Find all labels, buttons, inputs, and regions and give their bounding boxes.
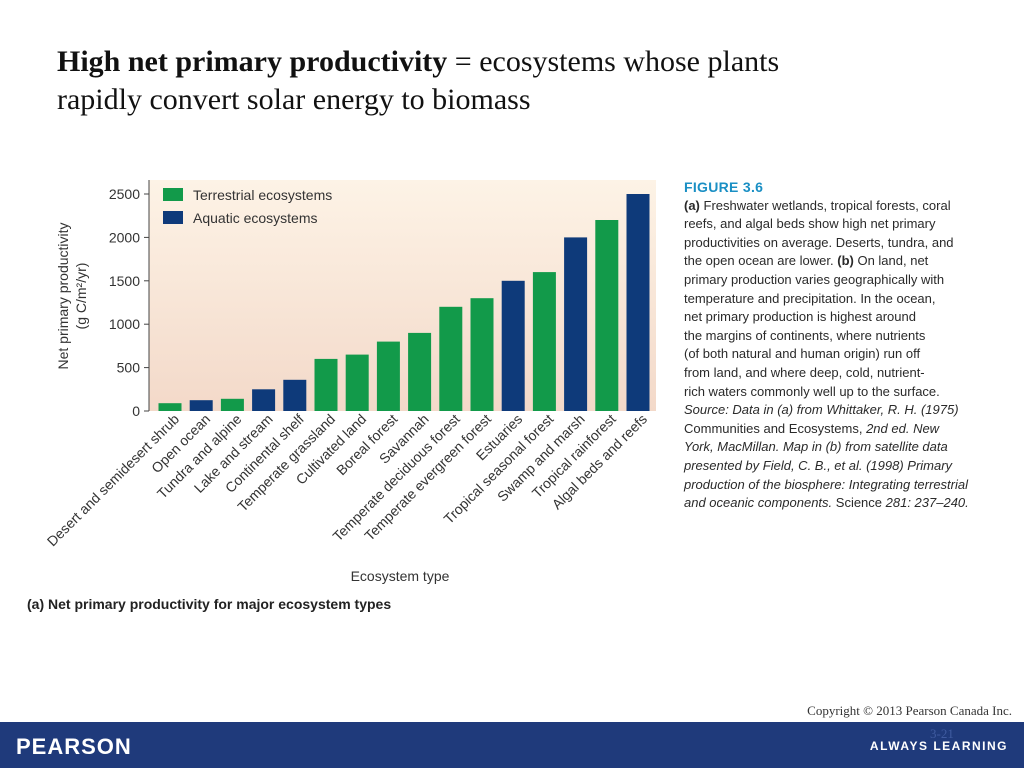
bar	[345, 354, 369, 411]
caption-line: reefs, and algal beds show high net prim…	[684, 215, 984, 234]
caption-segment: Science	[832, 495, 886, 511]
figure-caption-text: (a) Freshwater wetlands, tropical forest…	[684, 197, 984, 513]
caption-segment: On land, net	[853, 253, 929, 269]
panel-caption: (a) Net primary productivity for major e…	[27, 596, 392, 612]
bar	[595, 220, 619, 411]
y-tick-label: 1500	[109, 273, 140, 289]
caption-line: production of the biosphere: Integrating…	[684, 476, 984, 495]
bar	[564, 237, 588, 411]
caption-line: from land, and where deep, cold, nutrien…	[684, 364, 984, 383]
caption-segment: reefs, and algal beds show high net prim…	[684, 216, 936, 232]
y-tick-label: 2500	[109, 186, 140, 202]
copyright-notice: Copyright © 2013 Pearson Canada Inc.	[807, 703, 1012, 718]
caption-segment: primary production varies geographically…	[684, 271, 945, 287]
figure-caption: FIGURE 3.6 (a) Freshwater wetlands, trop…	[684, 178, 984, 513]
caption-segment: 2nd ed. New	[866, 420, 940, 436]
caption-segment: (of both natural and human origin) run o…	[684, 346, 921, 362]
footer-tagline: ALWAYS LEARNING	[869, 739, 1008, 753]
caption-segment: 281: 237–240.	[885, 495, 969, 511]
x-axis-label: Ecosystem type	[351, 568, 450, 584]
caption-segment: from land, and where deep, cold, nutrien…	[684, 364, 925, 380]
bar	[439, 306, 463, 411]
bar	[189, 400, 213, 411]
caption-segment: (a)	[684, 197, 700, 213]
caption-line: productivities on average. Deserts, tund…	[684, 234, 984, 253]
legend-label: Terrestrial ecosystems	[193, 187, 332, 203]
y-axis-label: Net primary productivity	[55, 222, 71, 369]
caption-line: presented by Field, C. B., et al. (1998)…	[684, 457, 984, 476]
y-tick-label: 0	[132, 403, 140, 419]
caption-segment: Source: Data in (a) from Whittaker, R. H…	[684, 402, 959, 418]
caption-segment: Communities and Ecosystems,	[684, 420, 867, 436]
bar	[408, 332, 432, 411]
caption-segment: productivities on average. Deserts, tund…	[684, 234, 954, 250]
pearson-logo: PEARSON	[16, 734, 132, 759]
caption-line: primary production varies geographically…	[684, 271, 984, 290]
title-line-2: rapidly convert solar energy to biomass	[57, 83, 531, 116]
caption-segment: the margins of continents, where nutrien…	[684, 327, 926, 343]
x-tick-label: Desert and semidesert shrub	[44, 411, 183, 550]
bar	[470, 298, 494, 411]
caption-segment: Freshwater wetlands, tropical forests, c…	[699, 197, 951, 213]
y-tick-label: 500	[117, 360, 141, 376]
bar-chart: 0 500 1000 1500 2000 2500 Desert and semidese…	[44, 180, 656, 584]
caption-line: (a) Freshwater wetlands, tropical forest…	[684, 197, 984, 216]
caption-line: rich waters commonly well up to the surf…	[684, 383, 984, 402]
caption-segment: rich waters commonly well up to the surf…	[684, 383, 940, 399]
caption-segment: the open ocean are lower.	[684, 253, 838, 269]
caption-line: Source: Data in (a) from Whittaker, R. H…	[684, 401, 984, 420]
legend-swatch	[163, 188, 183, 201]
caption-line: (of both natural and human origin) run o…	[684, 345, 984, 364]
caption-segment: production of the biosphere: Integrating…	[684, 476, 969, 492]
caption-line: the margins of continents, where nutrien…	[684, 327, 984, 346]
caption-line: the open ocean are lower. (b) On land, n…	[684, 252, 984, 271]
bar	[158, 403, 182, 411]
caption-line: Communities and Ecosystems, 2nd ed. New	[684, 420, 984, 439]
y-tick-label: 2000	[109, 229, 140, 245]
y-tick-label: 1000	[109, 316, 140, 332]
slide-title: High net primary productivity = ecosyste…	[57, 43, 957, 119]
legend-swatch	[163, 211, 183, 224]
legend-label: Aquatic ecosystems	[193, 210, 318, 226]
figure-number: FIGURE 3.6	[684, 179, 764, 195]
title-bold-term: High net primary productivity	[57, 45, 448, 78]
caption-line: temperature and precipitation. In the oc…	[684, 290, 984, 309]
caption-segment: York, MacMillan. Map in (b) from satelli…	[684, 439, 948, 455]
caption-segment: and oceanic components.	[684, 495, 833, 511]
footer-bar	[0, 722, 1024, 768]
caption-line: net primary production is highest around	[684, 308, 984, 327]
caption-segment: temperature and precipitation. In the oc…	[684, 290, 936, 306]
bar	[376, 341, 400, 411]
bar	[220, 398, 244, 411]
bar	[252, 389, 276, 411]
caption-line: York, MacMillan. Map in (b) from satelli…	[684, 438, 984, 457]
bar	[314, 358, 338, 411]
page-number: 3-21	[930, 726, 954, 741]
bar	[626, 194, 650, 411]
y-axis-unit: (g C/m²/yr)	[73, 263, 89, 330]
bar	[532, 272, 556, 411]
caption-segment: (b)	[837, 253, 854, 269]
title-definition: = ecosystems whose plants	[447, 45, 780, 78]
bar	[283, 379, 307, 411]
figure-panel: 0 500 1000 1500 2000 2500 Desert and semidese…	[18, 170, 1018, 630]
bar	[501, 280, 525, 411]
caption-segment: presented by Field, C. B., et al. (1998)…	[684, 457, 953, 473]
caption-segment: net primary production is highest around	[684, 309, 916, 325]
caption-line: and oceanic components. Science 281: 237…	[684, 494, 984, 513]
